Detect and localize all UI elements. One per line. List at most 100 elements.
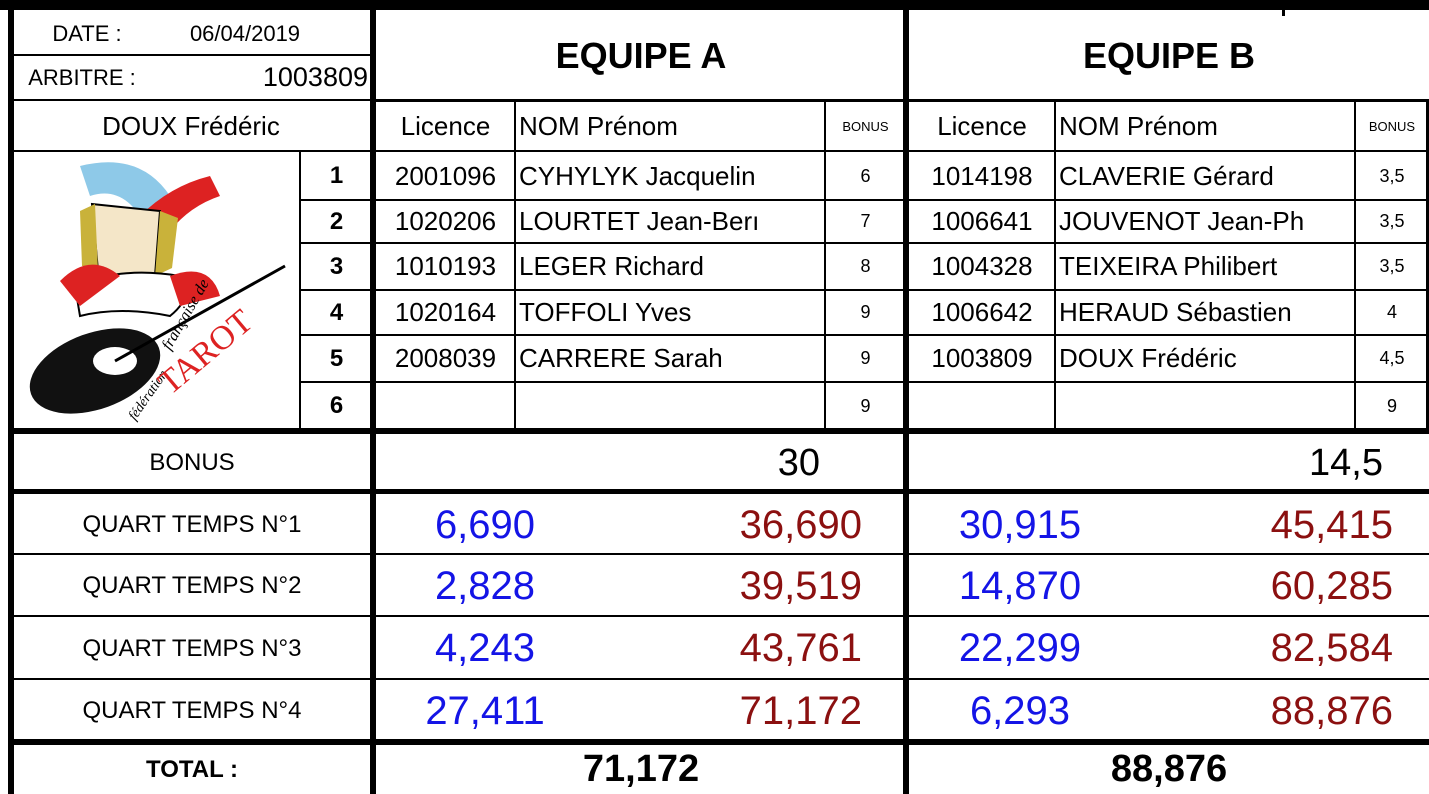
grid-line [12,54,372,56]
column-header: BONUS [825,102,906,150]
player-name: DOUX Frédéric [1055,335,1351,382]
column-header: Licence [909,102,1055,150]
player-bonus: 9 [1355,382,1429,430]
licence: 1004328 [909,243,1055,290]
quarter-cumulative: 88,876 [909,680,1393,742]
team-name: EQUIPE A [376,12,906,100]
grid-line [12,99,372,101]
licence: 2008039 [376,335,515,382]
quarter-cumulative: 71,172 [376,680,862,742]
grid-line [8,615,1429,617]
grid-line [8,739,1429,745]
player-name: JOUVENOT Jean-Ph [1055,200,1351,243]
quarter-label: QUART TEMPS N°4 [12,680,372,742]
player-bonus: 9 [825,290,906,335]
grid-line [8,0,14,794]
grid-line [1354,100,1356,430]
logo: française de fédération TAROT [20,156,295,428]
row-number: 2 [300,200,373,243]
player-name [515,382,821,430]
grid-line [8,678,1429,680]
player-name: CYHYLYK Jacquelin [515,152,821,200]
player-name: HERAUD Sébastien [1055,290,1351,335]
grid-line [300,242,1429,244]
player-name: LEGER Richard [515,243,821,290]
player-name: CARRERE Sarah [515,335,821,382]
grid-line [8,489,1429,494]
grid-line [824,100,826,430]
licence [909,382,1055,430]
grid-line [299,150,301,430]
bonus-total: 30 [376,436,820,490]
grid-line [300,289,1429,291]
team-total: 88,876 [909,745,1429,794]
player-bonus: 6 [825,152,906,200]
player-name [1055,382,1351,430]
bonus-label: BONUS [12,436,372,490]
player-bonus: 9 [825,335,906,382]
grid-line [1054,100,1056,430]
licence: 1003809 [909,335,1055,382]
player-bonus: 3,5 [1355,243,1429,290]
team-name: EQUIPE B [909,12,1429,100]
player-name: LOURTET Jean-Berı [515,200,821,243]
grid-line [300,381,1429,383]
row-number: 6 [300,382,373,430]
grid-line [376,99,1429,102]
column-header: BONUS [1355,102,1429,150]
quarter-cumulative: 36,690 [376,495,862,555]
quarter-label: QUART TEMPS N°2 [12,555,372,617]
grid-line [300,334,1429,336]
column-header: Licence [376,102,515,150]
quarter-cumulative: 82,584 [909,617,1393,680]
logo-brand: TAROT [151,303,260,403]
date: 06/04/2019 [150,12,340,55]
grid-line [370,0,376,794]
referee-licence: 1003809 [200,55,372,100]
score-sheet: française de fédération TAROT DATE :06/0… [0,0,1429,794]
player-bonus: 8 [825,243,906,290]
quarter-cumulative: 39,519 [376,555,862,617]
bonus-total: 14,5 [909,436,1383,490]
licence: 1010193 [376,243,515,290]
licence: 1006642 [909,290,1055,335]
row-number: 4 [300,290,373,335]
row-number: 5 [300,335,373,382]
licence [376,382,515,430]
player-bonus: 3,5 [1355,200,1429,243]
player-bonus: 9 [825,382,906,430]
licence: 1014198 [909,152,1055,200]
column-header: NOM Prénom [515,102,825,150]
player-bonus: 3,5 [1355,152,1429,200]
quarter-cumulative: 45,415 [909,495,1393,555]
quarter-cumulative: 60,285 [909,555,1393,617]
quarter-label: QUART TEMPS N°1 [12,495,372,555]
row-number: 3 [300,243,373,290]
grid-line [903,0,909,794]
date-label: DATE : [12,12,162,55]
licence: 1020164 [376,290,515,335]
referee-name: DOUX Frédéric [12,102,370,150]
licence: 1020206 [376,200,515,243]
player-bonus: 4,5 [1355,335,1429,382]
licence: 1006641 [909,200,1055,243]
player-name: TOFFOLI Yves [515,290,821,335]
total-label: TOTAL : [12,745,372,794]
grid-line [300,199,1429,201]
grid-line [1282,0,1285,16]
grid-line [514,100,516,430]
referee-label: ARBITRE : [12,55,152,100]
player-name: CLAVERIE Gérard [1055,152,1351,200]
player-bonus: 7 [825,200,906,243]
grid-line [0,0,1429,10]
team-total: 71,172 [376,745,906,794]
row-number: 1 [300,152,373,200]
licence: 2001096 [376,152,515,200]
quarter-label: QUART TEMPS N°3 [12,617,372,680]
column-header: NOM Prénom [1055,102,1355,150]
quarter-cumulative: 43,761 [376,617,862,680]
grid-line [8,428,1429,434]
player-bonus: 4 [1355,290,1429,335]
grid-line [12,150,1429,152]
player-name: TEIXEIRA Philibert [1055,243,1351,290]
